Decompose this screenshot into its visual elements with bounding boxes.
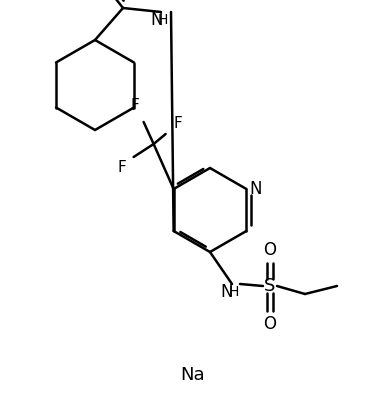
- Text: N: N: [249, 180, 262, 198]
- Text: O: O: [263, 315, 277, 333]
- Text: H: H: [229, 285, 239, 299]
- Text: Na: Na: [181, 366, 205, 384]
- Text: S: S: [264, 277, 276, 295]
- Text: F: F: [130, 99, 139, 114]
- Text: F: F: [117, 160, 126, 175]
- Text: N: N: [151, 11, 163, 29]
- Text: O: O: [263, 241, 277, 259]
- Text: H: H: [158, 13, 168, 27]
- Text: F: F: [173, 115, 182, 130]
- Text: N: N: [221, 283, 233, 301]
